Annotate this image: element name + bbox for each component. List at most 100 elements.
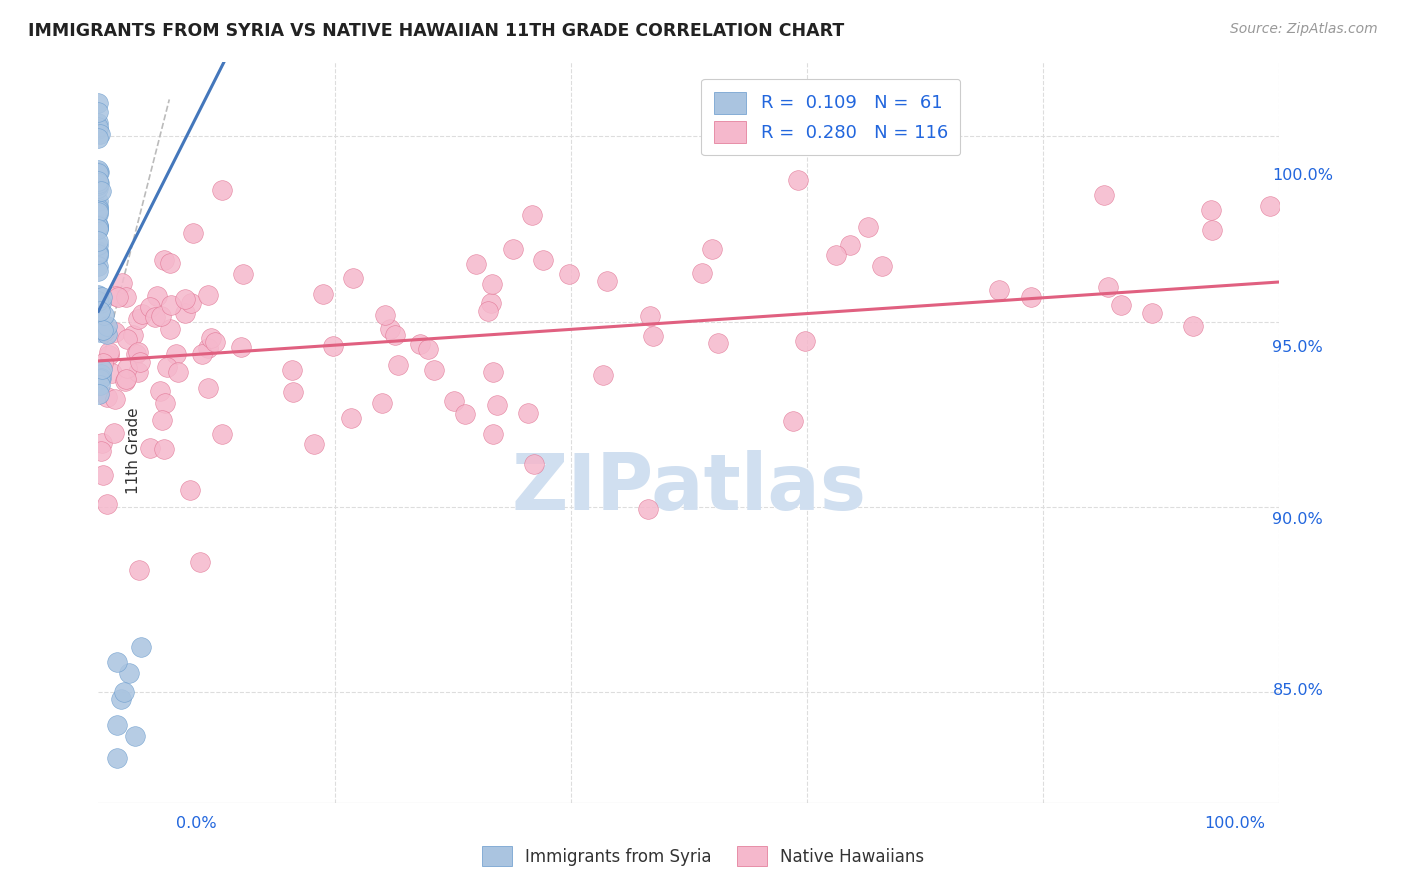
Point <box>517 406 540 420</box>
Point <box>454 407 477 421</box>
Point <box>89 386 111 401</box>
Point <box>793 334 815 349</box>
Point <box>117 666 139 681</box>
Point <box>342 271 364 285</box>
Point <box>87 219 110 234</box>
Point <box>127 365 149 379</box>
Point <box>87 219 110 233</box>
Point <box>384 327 406 342</box>
Point <box>700 242 723 256</box>
Point <box>112 685 135 699</box>
Text: 85.0%: 85.0% <box>1272 683 1323 698</box>
Point <box>129 640 152 655</box>
Point <box>87 178 110 193</box>
Point <box>558 267 581 281</box>
Point <box>114 374 136 388</box>
Point <box>1109 298 1132 312</box>
Point <box>89 128 111 142</box>
Point <box>87 207 110 221</box>
Point <box>139 441 162 455</box>
Point <box>592 368 614 383</box>
Point <box>87 205 110 219</box>
Point <box>96 497 118 511</box>
Point <box>423 363 446 377</box>
Point <box>211 427 233 442</box>
Point <box>93 325 115 339</box>
Point <box>481 277 503 291</box>
Legend: R =  0.109   N =  61, R =  0.280   N = 116: R = 0.109 N = 61, R = 0.280 N = 116 <box>702 78 960 155</box>
Point <box>1021 290 1043 304</box>
Point <box>786 173 808 187</box>
Point <box>87 116 110 130</box>
Point <box>87 264 110 278</box>
Point <box>153 395 176 409</box>
Point <box>90 444 112 458</box>
Point <box>87 222 110 236</box>
Point <box>87 95 110 110</box>
Point <box>125 347 148 361</box>
Text: 100.0%: 100.0% <box>1272 169 1333 183</box>
Point <box>110 692 132 706</box>
Point <box>1092 188 1115 202</box>
Point <box>114 290 136 304</box>
Text: 100.0%: 100.0% <box>1205 816 1265 831</box>
Point <box>127 344 149 359</box>
Point <box>197 288 219 302</box>
Text: 0.0%: 0.0% <box>176 816 217 831</box>
Point <box>1260 199 1282 213</box>
Point <box>87 238 110 252</box>
Point <box>149 384 172 399</box>
Point <box>124 729 146 743</box>
Point <box>839 237 862 252</box>
Point <box>153 253 176 268</box>
Point <box>311 287 333 301</box>
Point <box>90 185 112 199</box>
Point <box>89 378 111 392</box>
Point <box>482 427 505 442</box>
Point <box>105 751 128 765</box>
Legend: Immigrants from Syria, Native Hawaiians: Immigrants from Syria, Native Hawaiians <box>474 838 932 875</box>
Point <box>98 348 121 362</box>
Point <box>1181 319 1204 334</box>
Point <box>179 483 201 497</box>
Point <box>87 219 110 234</box>
Point <box>91 467 114 482</box>
Text: IMMIGRANTS FROM SYRIA VS NATIVE HAWAIIAN 11TH GRADE CORRELATION CHART: IMMIGRANTS FROM SYRIA VS NATIVE HAWAIIAN… <box>28 22 845 40</box>
Point <box>870 260 893 274</box>
Point <box>523 457 546 471</box>
Point <box>340 410 363 425</box>
Point <box>87 294 110 309</box>
Point <box>637 502 659 516</box>
Point <box>91 290 114 304</box>
Point <box>378 322 401 336</box>
Point <box>707 336 730 351</box>
Point <box>87 174 110 188</box>
Point <box>232 268 254 282</box>
Point <box>200 331 222 345</box>
Point <box>87 199 110 213</box>
Point <box>87 201 110 215</box>
Point <box>181 226 204 240</box>
Point <box>96 326 118 341</box>
Point <box>87 287 110 301</box>
Point <box>127 311 149 326</box>
Point <box>96 318 118 333</box>
Point <box>1097 280 1119 294</box>
Text: Source: ZipAtlas.com: Source: ZipAtlas.com <box>1230 22 1378 37</box>
Point <box>1201 222 1223 236</box>
Text: 95.0%: 95.0% <box>1272 340 1323 355</box>
Point <box>180 296 202 310</box>
Point <box>101 367 124 381</box>
Point <box>87 180 110 194</box>
Point <box>87 219 110 233</box>
Point <box>87 163 110 178</box>
Point <box>115 371 138 385</box>
Point <box>520 208 543 222</box>
Point <box>856 220 879 235</box>
Point <box>159 322 181 336</box>
Point <box>197 341 219 355</box>
Point <box>87 245 110 260</box>
Point <box>149 309 172 323</box>
Point <box>87 166 110 180</box>
Point <box>87 122 110 136</box>
